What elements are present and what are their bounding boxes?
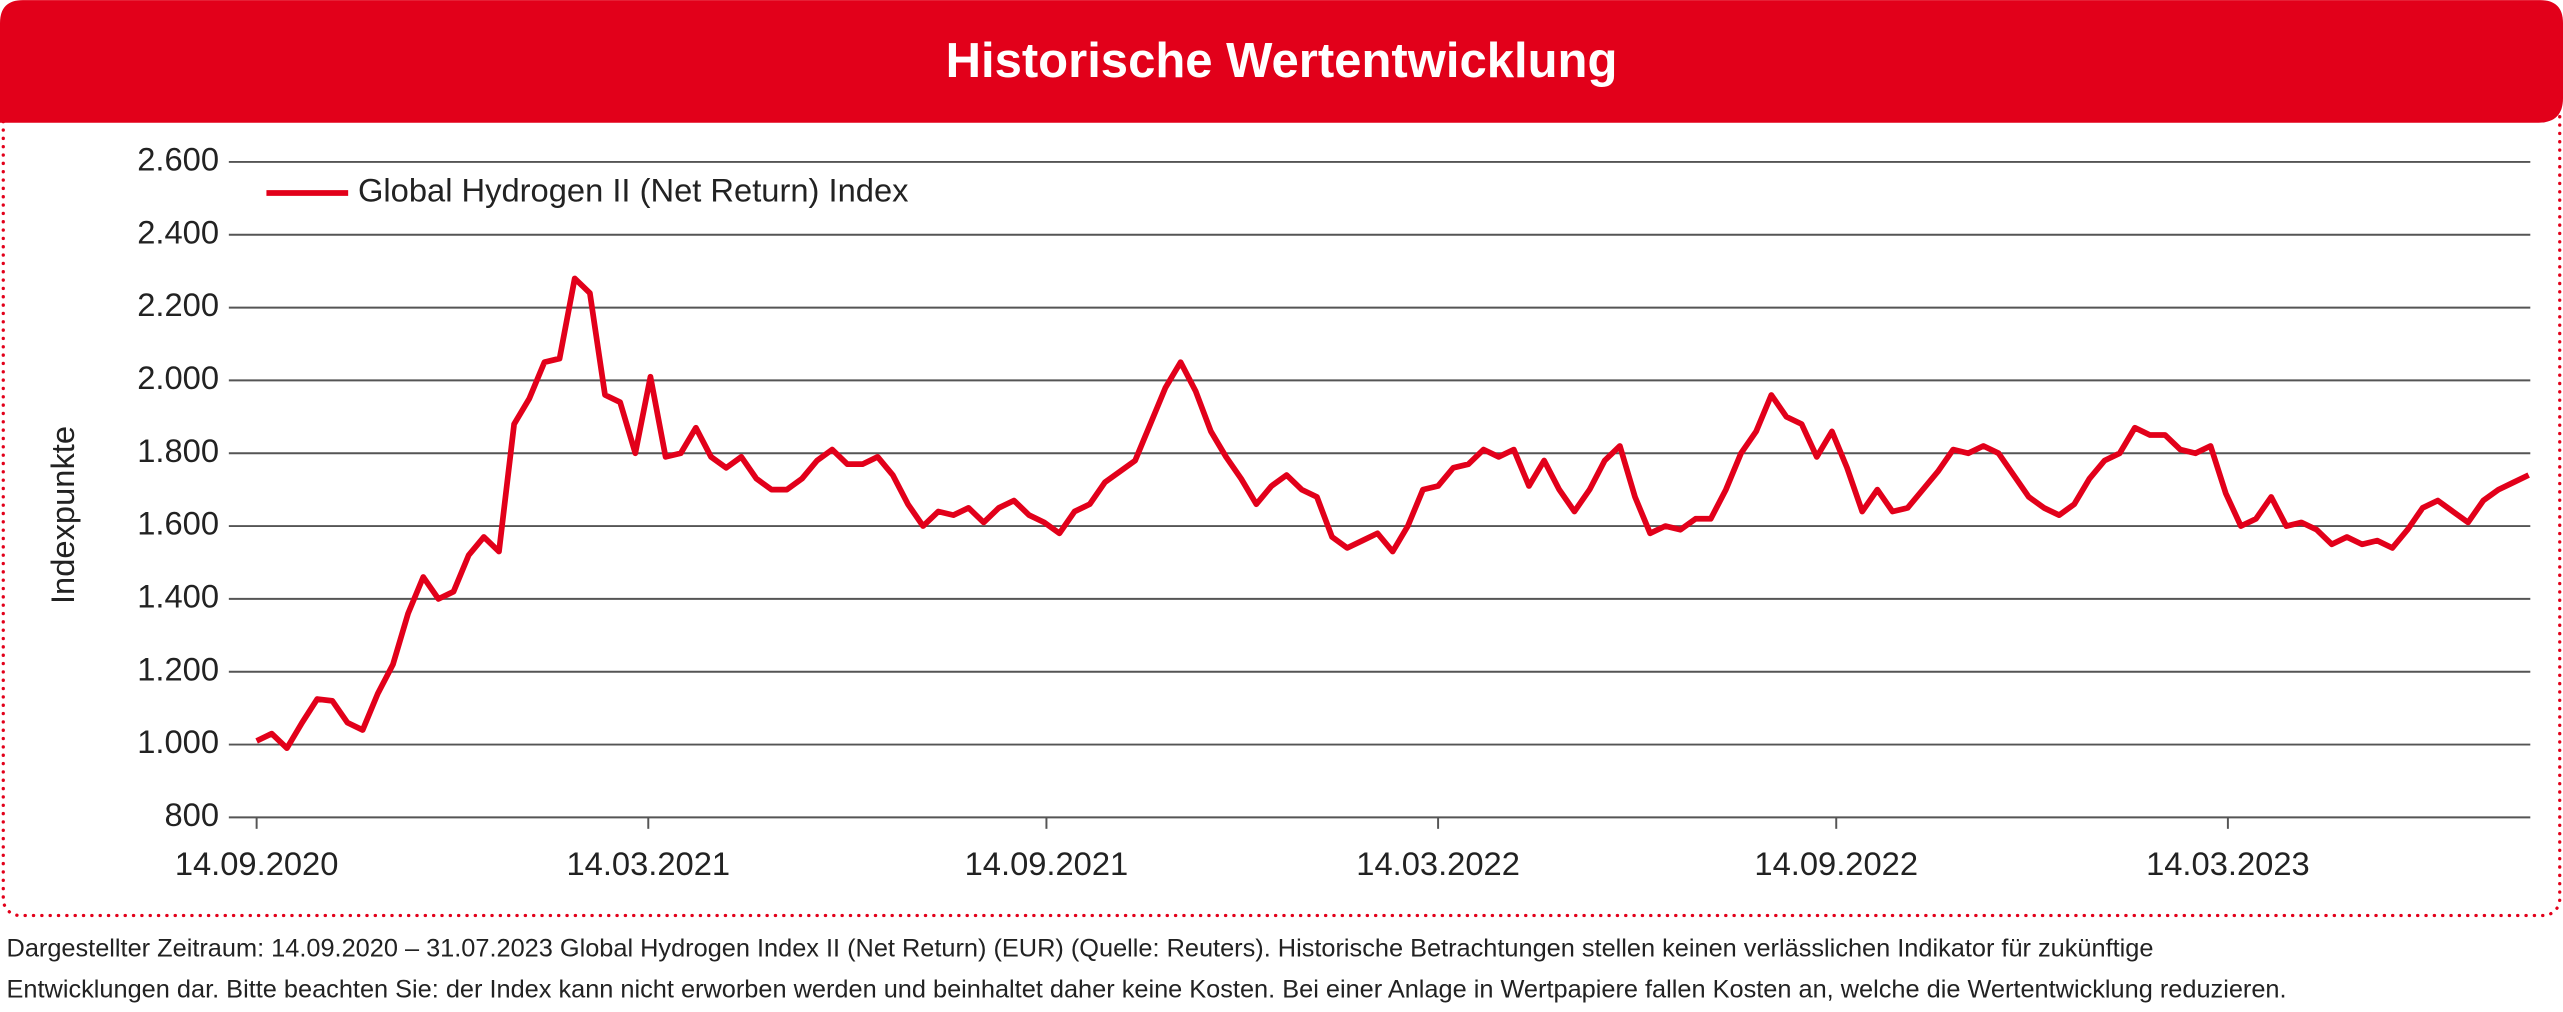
footnote: Dargestellter Zeitraum: 14.09.2020 – 31.… [7,934,2154,962]
y-tick-label: 1.800 [137,432,219,469]
y-tick-label: 800 [164,796,219,833]
legend-label: Global Hydrogen II (Net Return) Index [358,172,909,209]
y-axis-title: Indexpunkte [44,426,81,604]
x-tick-label: 14.09.2021 [965,845,1129,882]
chart-title: Historische Wertentwicklung [946,34,1618,88]
x-tick-label: 14.09.2022 [1754,845,1918,882]
y-tick-label: 1.400 [137,578,219,615]
footnote: Entwicklungen dar. Bitte beachten Sie: d… [7,975,2287,1003]
header-bar [0,0,2563,123]
chart-frame [1,63,2562,918]
y-tick-label: 1.200 [137,650,219,687]
x-tick-label: 14.03.2021 [566,845,730,882]
series-line [255,275,2530,752]
x-tick-label: 14.03.2022 [1356,845,1520,882]
y-tick-label: 2.400 [137,213,219,250]
y-tick-label: 1.000 [137,723,219,760]
y-tick-label: 2.200 [137,286,219,323]
y-tick-label: 1.600 [137,505,219,542]
y-tick-label: 2.600 [137,141,219,178]
y-tick-label: 2.000 [137,359,219,396]
x-tick-label: 14.03.2023 [2146,845,2310,882]
x-tick-label: 14.09.2020 [175,845,339,882]
